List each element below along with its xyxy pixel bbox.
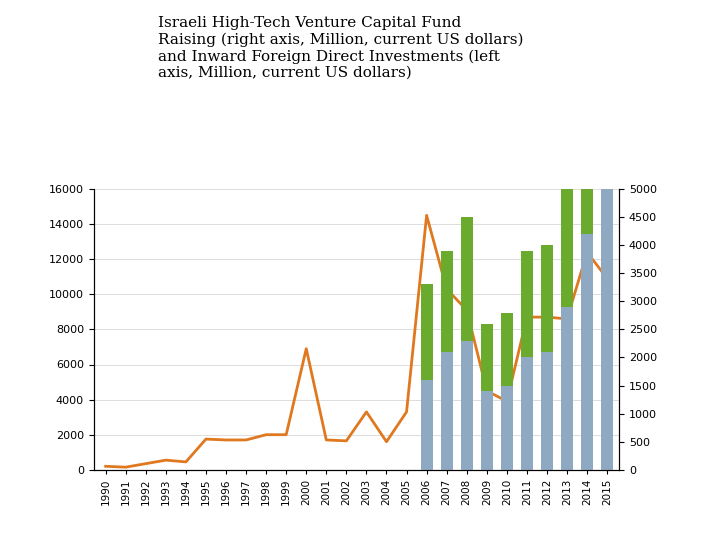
Bar xyxy=(481,324,492,391)
Bar xyxy=(561,172,573,307)
Bar xyxy=(541,352,553,470)
Bar xyxy=(481,391,492,470)
Bar xyxy=(581,43,593,234)
Bar xyxy=(420,285,433,380)
Bar xyxy=(461,341,473,470)
Bar xyxy=(501,386,513,470)
Bar xyxy=(521,251,533,357)
Bar xyxy=(601,0,613,184)
Bar xyxy=(461,217,473,341)
Bar xyxy=(601,184,613,470)
Text: Israeli High-Tech Venture Capital Fund
Raising (right axis, Million, current US : Israeli High-Tech Venture Capital Fund R… xyxy=(158,16,524,80)
Bar xyxy=(521,357,533,470)
Bar xyxy=(581,234,593,470)
Bar xyxy=(441,251,453,352)
Bar xyxy=(541,245,553,352)
Bar xyxy=(501,313,513,386)
Bar xyxy=(441,352,453,470)
Bar xyxy=(561,307,573,470)
Bar xyxy=(420,380,433,470)
